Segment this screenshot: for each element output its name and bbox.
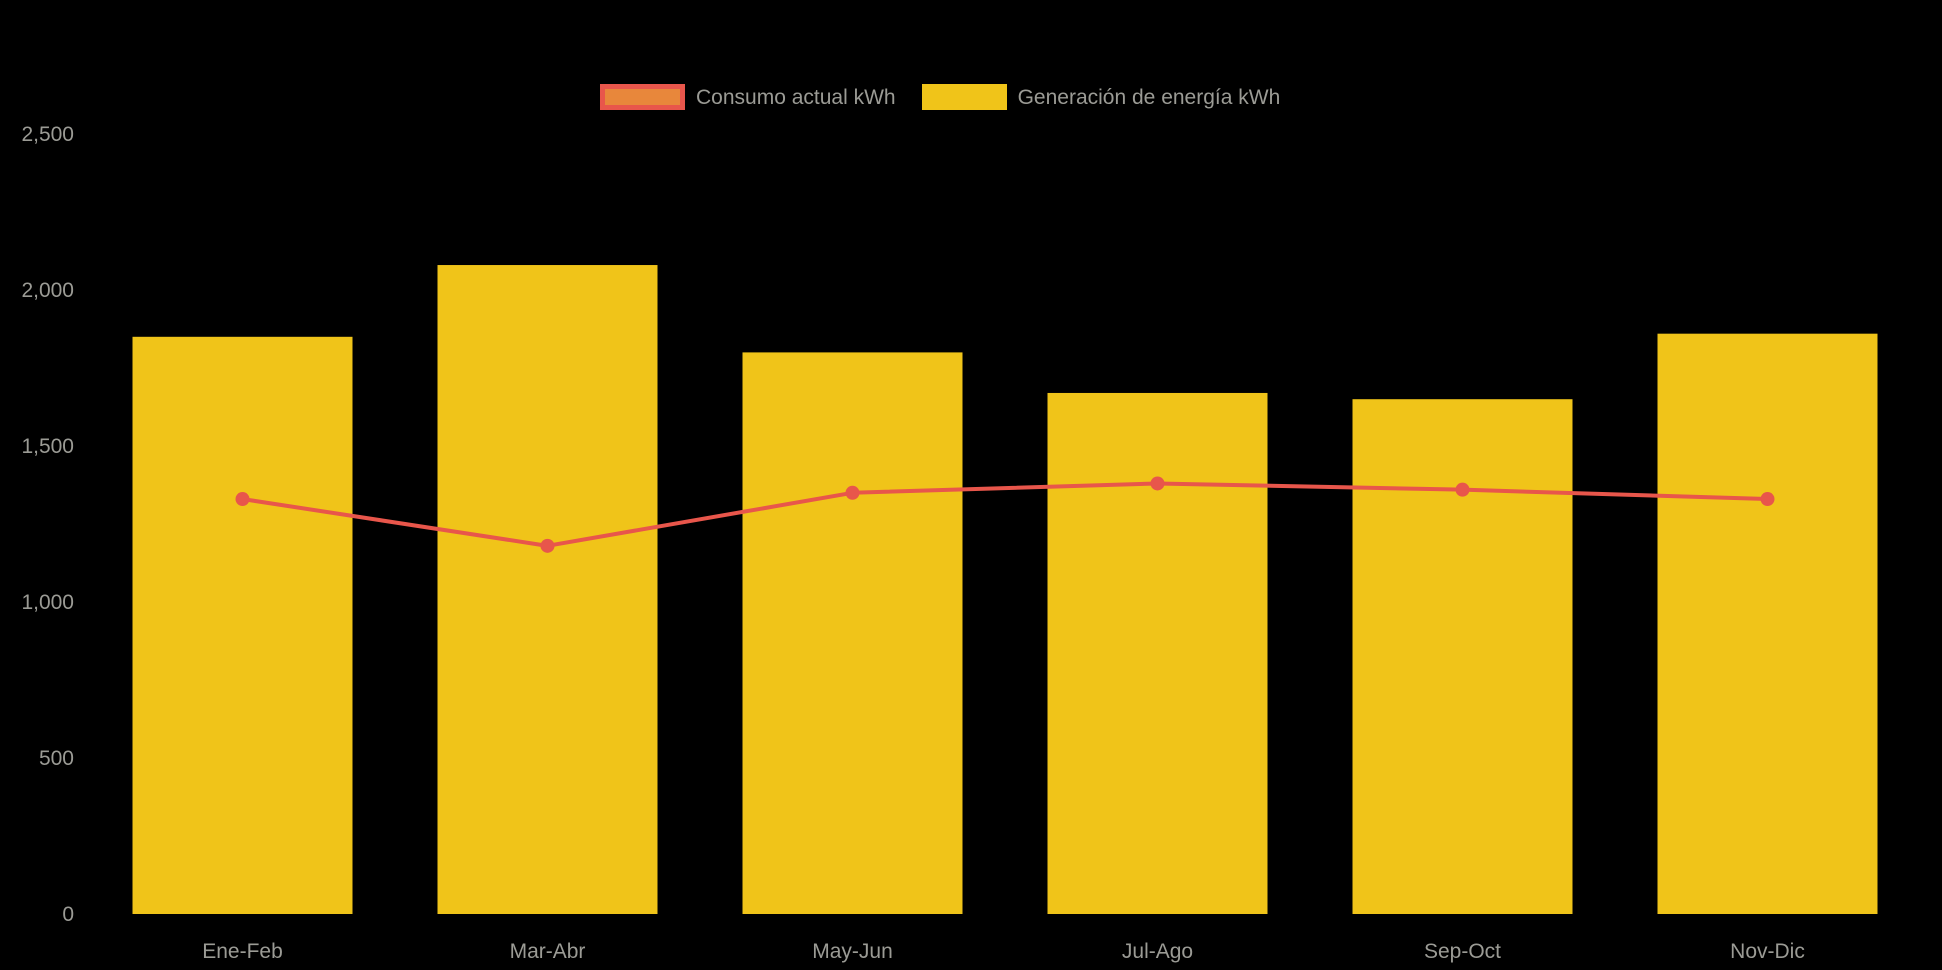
legend-swatch-consumo-icon (600, 84, 685, 110)
bar-ene-feb[interactable] (132, 336, 353, 914)
bar-may-jun[interactable] (742, 352, 963, 914)
y-axis-tick-label: 500 (39, 747, 74, 770)
bar-jul-ago[interactable] (1047, 392, 1268, 915)
x-axis-label-jul-ago: Jul-Ago (1122, 940, 1193, 963)
line-point-jul-ago[interactable] (1150, 476, 1165, 491)
line-point-mar-abr[interactable] (540, 538, 555, 553)
y-axis-tick-label: 2,000 (21, 279, 74, 302)
y-axis-tick-label: 1,500 (21, 435, 74, 458)
legend-item-consumo[interactable]: Consumo actual kWh (600, 84, 896, 110)
legend-swatch-generacion-icon (921, 84, 1007, 110)
x-axis-label-sep-oct: Sep-Oct (1424, 940, 1501, 963)
y-axis-tick-label: 0 (62, 903, 74, 926)
x-axis-label-ene-feb: Ene-Feb (202, 940, 283, 963)
x-axis-label-may-jun: May-Jun (812, 940, 893, 963)
line-point-ene-feb[interactable] (235, 492, 250, 507)
legend-label-generacion: Generación de energía kWh (1017, 85, 1281, 109)
bar-mar-abr[interactable] (437, 265, 658, 914)
y-axis-tick-label: 2,500 (21, 123, 74, 146)
legend-item-generacion[interactable]: Generación de energía kWh (921, 84, 1281, 110)
y-axis-tick-label: 1,000 (21, 591, 74, 614)
bar-sep-oct[interactable] (1352, 399, 1573, 914)
x-axis-label-mar-abr: Mar-Abr (510, 940, 586, 963)
line-point-nov-dic[interactable] (1760, 492, 1775, 507)
consumo-line (240, 481, 1770, 548)
legend-label-consumo: Consumo actual kWh (696, 85, 896, 109)
x-axis-label-nov-dic: Nov-Dic (1730, 940, 1805, 963)
line-point-may-jun[interactable] (845, 485, 860, 500)
bar-nov-dic[interactable] (1657, 333, 1878, 914)
chart-legend: Consumo actual kWh Generación de energía… (600, 84, 1280, 110)
line-point-sep-oct[interactable] (1455, 482, 1470, 497)
